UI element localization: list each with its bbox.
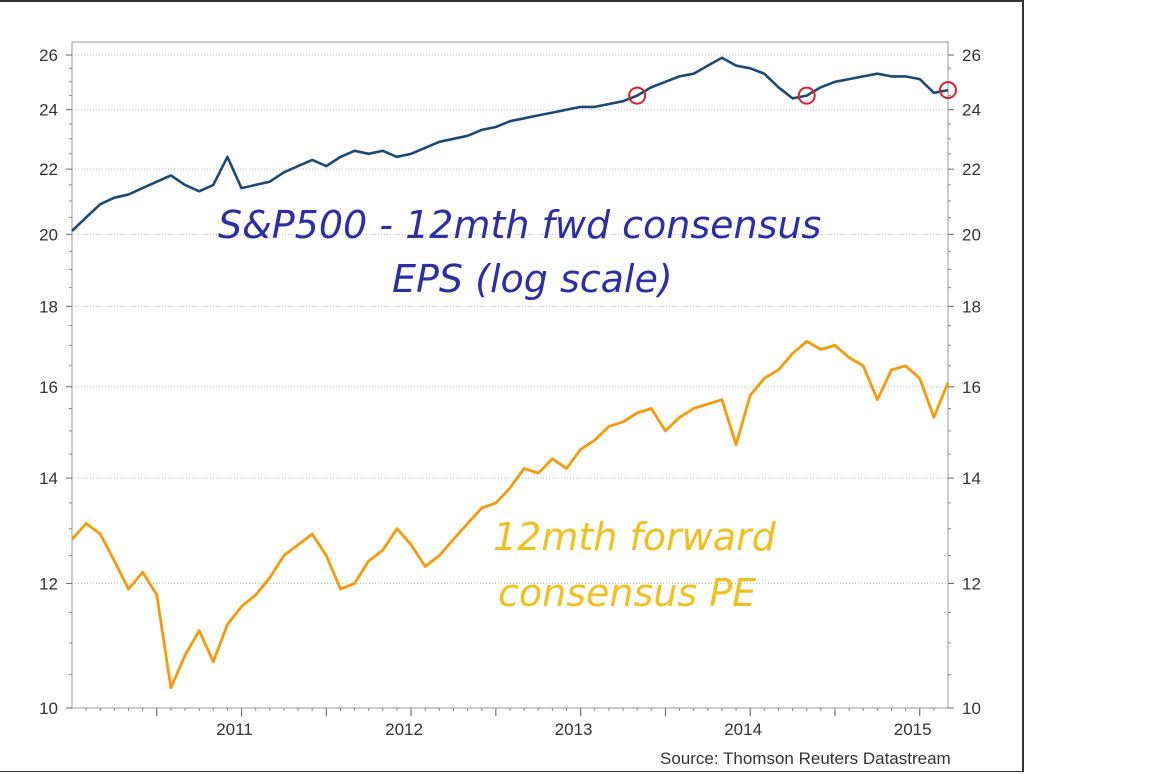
y-tick-label-right: 10 (962, 699, 981, 718)
annotation-circle (628, 86, 647, 105)
y-tick-label-left: 18 (39, 297, 58, 316)
y-tick-label-right: 18 (962, 297, 981, 316)
y-tick-label-left: 12 (39, 574, 58, 593)
eps-annotation-line1: S&P500 - 12mth fwd consensus (218, 203, 821, 247)
source-note: Source: Thomson Reuters Datastream (660, 749, 951, 768)
annotation-circle (939, 81, 957, 100)
y-tick-label-right: 24 (962, 101, 981, 120)
y-tick-label-right: 22 (962, 160, 981, 179)
chart-frame: 10 10 12 12 14 14 16 16 18 18 20 20 22 22 24 24 26 26 2011… (0, 0, 1024, 772)
y-tick-label-left: 20 (39, 225, 58, 244)
x-tick-label: 2015 (894, 720, 932, 739)
x-tick-label: 2013 (555, 720, 593, 739)
y-tick-label-left: 16 (39, 378, 58, 397)
annotation-circle (797, 86, 816, 105)
x-tick-label: 2014 (724, 720, 762, 739)
eps-annotation-line2: EPS (log scale) (392, 257, 673, 301)
y-tick-label-right: 14 (962, 469, 981, 488)
series-line-pe (70, 339, 950, 690)
pe-annotation-line2: consensus PE (498, 571, 756, 615)
y-tick-label-right: 16 (962, 378, 981, 397)
y-tick-label-left: 10 (39, 699, 58, 718)
chart-canvas: 10 10 12 12 14 14 16 16 18 18 20 20 22 22 24 24 26 26 2011… (39, 41, 981, 739)
y-tick-label-left: 24 (39, 101, 58, 120)
x-tick-label: 2012 (385, 720, 423, 739)
y-tick-label-right: 20 (962, 225, 981, 244)
y-tick-label-right: 12 (962, 574, 981, 593)
pe-annotation-line1: 12mth forward (493, 515, 777, 559)
series-line-eps (71, 56, 949, 232)
y-tick-label-right: 26 (962, 46, 981, 65)
x-tick-label: 2011 (216, 720, 253, 739)
y-tick-label-left: 22 (39, 160, 58, 179)
y-tick-label-left: 26 (39, 46, 58, 65)
y-tick-label-left: 14 (39, 469, 58, 488)
